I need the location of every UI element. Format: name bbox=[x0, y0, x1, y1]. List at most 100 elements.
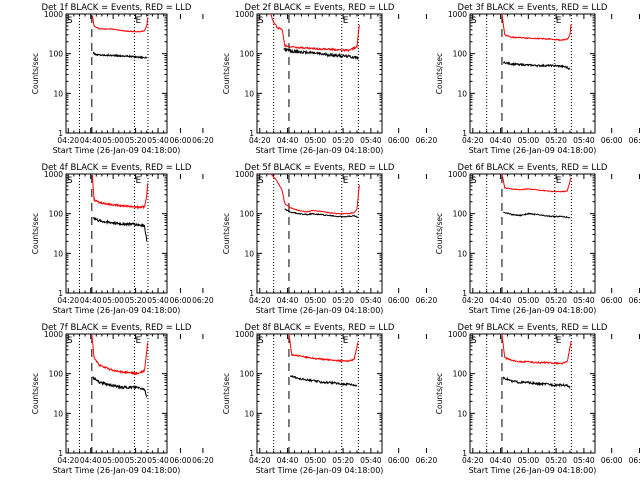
marker-label-e: E bbox=[135, 176, 141, 186]
chart-title: Det 4f BLACK = Events, RED = LLD bbox=[42, 163, 192, 173]
x-tick-label: 05:20 bbox=[125, 136, 147, 145]
chart-panel-det-5: Det 5f BLACK = Events, RED = LLD 1 10 100 10… bbox=[222, 163, 437, 315]
series-line-events bbox=[92, 216, 148, 242]
x-tick-label: 04:40 bbox=[80, 296, 102, 305]
x-axis-label: Start Time (26-Jan-09 04:18:00) bbox=[469, 306, 597, 315]
y-axis-label: Counts/sec bbox=[222, 213, 231, 254]
chart-panel-det-4: Det 4f BLACK = Events, RED = LLD 1 10 100 10… bbox=[31, 163, 214, 315]
y-tick-label: 100 bbox=[453, 210, 468, 219]
x-tick-label: 05:40 bbox=[573, 456, 595, 465]
y-tick-label: 1 bbox=[58, 129, 63, 138]
series-line-lld bbox=[91, 15, 149, 33]
y-axis-label: Counts/sec bbox=[31, 373, 40, 414]
x-tick-label: 06:20 bbox=[192, 456, 214, 465]
y-axis-label: Counts/sec bbox=[435, 373, 444, 414]
series-line-events bbox=[289, 374, 358, 387]
y-tick-label: 1000 bbox=[448, 10, 467, 19]
x-tick-label: 05:40 bbox=[573, 296, 595, 305]
marker-label-s: S bbox=[258, 176, 264, 186]
x-tick-label: 06:00 bbox=[388, 136, 410, 145]
x-tick-label: 06:00 bbox=[601, 456, 623, 465]
x-tick-label: 05:20 bbox=[545, 296, 567, 305]
series-line-lld bbox=[270, 173, 360, 215]
x-tick-label: 05:20 bbox=[125, 296, 147, 305]
y-tick-label: 10 bbox=[53, 249, 63, 258]
plot-frame bbox=[65, 333, 168, 454]
y-tick-label: 10 bbox=[244, 409, 254, 418]
plot-frame bbox=[469, 173, 596, 294]
marker-label-e: E bbox=[556, 176, 562, 186]
series-line-events bbox=[284, 208, 359, 218]
y-tick-label: 100 bbox=[453, 370, 468, 379]
series-line-lld bbox=[288, 333, 359, 363]
y-tick-label: 10 bbox=[457, 249, 467, 258]
x-tick-label: 06:20 bbox=[192, 136, 214, 145]
marker-label-s: S bbox=[67, 16, 73, 26]
x-tick-label: 05:20 bbox=[332, 136, 354, 145]
x-tick-label: 04:40 bbox=[490, 456, 512, 465]
x-tick-label: 04:40 bbox=[277, 296, 299, 305]
series-line-lld bbox=[91, 334, 149, 376]
marker-label-s: S bbox=[258, 336, 264, 346]
series-line-lld bbox=[501, 173, 572, 193]
y-tick-label: 1000 bbox=[448, 330, 467, 339]
y-tick-label: 1 bbox=[58, 449, 63, 458]
y-tick-label: 10 bbox=[244, 249, 254, 258]
series-line-events bbox=[92, 376, 148, 398]
x-tick-label: 06:00 bbox=[170, 456, 192, 465]
y-tick-label: 1 bbox=[462, 449, 467, 458]
x-tick-label: 04:20 bbox=[462, 296, 484, 305]
y-tick-label: 100 bbox=[453, 50, 468, 59]
x-tick-label: 05:00 bbox=[518, 296, 540, 305]
x-tick-label: 05:40 bbox=[147, 296, 169, 305]
x-tick-label: 05:00 bbox=[102, 456, 124, 465]
x-tick-label: 04:20 bbox=[57, 296, 79, 305]
plot-frame bbox=[256, 333, 383, 454]
x-tick-label: 04:40 bbox=[490, 136, 512, 145]
chart-panel-det-6: Det 6f BLACK = Events, RED = LLD 1 10 100 10… bbox=[435, 163, 640, 315]
marker-label-s: S bbox=[258, 16, 264, 26]
x-tick-label: 05:20 bbox=[545, 136, 567, 145]
y-axis-label: Counts/sec bbox=[435, 213, 444, 254]
x-tick-label: 05:00 bbox=[305, 456, 327, 465]
x-tick-label: 06:20 bbox=[629, 136, 640, 145]
x-axis-label: Start Time (26-Jan-09 04:18:00) bbox=[469, 466, 597, 475]
y-tick-label: 10 bbox=[457, 409, 467, 418]
chart-title: Det 7f BLACK = Events, RED = LLD bbox=[42, 323, 192, 333]
x-tick-label: 04:20 bbox=[249, 456, 271, 465]
marker-label-s: S bbox=[67, 176, 73, 186]
chart-title: Det 6f BLACK = Events, RED = LLD bbox=[458, 163, 608, 173]
y-axis-label: Counts/sec bbox=[31, 213, 40, 254]
x-axis-label: Start Time (26-Jan-09 04:18:00) bbox=[256, 466, 384, 475]
x-tick-label: 06:00 bbox=[388, 456, 410, 465]
x-tick-label: 04:40 bbox=[277, 456, 299, 465]
y-axis-label: Counts/sec bbox=[31, 53, 40, 94]
x-axis-label: Start Time (26-Jan-09 04:18:00) bbox=[53, 306, 181, 315]
x-tick-label: 04:40 bbox=[80, 136, 102, 145]
plot-frame bbox=[469, 333, 596, 454]
x-tick-label: 06:00 bbox=[601, 296, 623, 305]
x-tick-label: 05:20 bbox=[332, 296, 354, 305]
x-tick-label: 04:20 bbox=[57, 456, 79, 465]
x-tick-label: 04:40 bbox=[277, 136, 299, 145]
marker-label-e: E bbox=[343, 336, 349, 346]
x-tick-label: 05:00 bbox=[102, 296, 124, 305]
chart-panel-det-1: Det 1f BLACK = Events, RED = LLD 1 10 100 10… bbox=[31, 3, 214, 155]
y-tick-label: 1 bbox=[462, 129, 467, 138]
y-tick-label: 1 bbox=[249, 449, 254, 458]
chart-panel-det-3: Det 3f BLACK = Events, RED = LLD 1 10 100 10… bbox=[435, 3, 640, 155]
x-tick-label: 06:20 bbox=[416, 456, 438, 465]
marker-label-s: S bbox=[471, 16, 477, 26]
chart-title: Det 9f BLACK = Events, RED = LLD bbox=[458, 323, 608, 333]
x-tick-label: 05:00 bbox=[305, 296, 327, 305]
x-tick-label: 05:40 bbox=[360, 296, 382, 305]
y-tick-label: 100 bbox=[49, 50, 64, 59]
x-tick-label: 06:20 bbox=[629, 296, 640, 305]
x-tick-label: 04:40 bbox=[80, 456, 102, 465]
y-tick-label: 10 bbox=[457, 89, 467, 98]
y-tick-label: 1 bbox=[58, 289, 63, 298]
series-line-lld bbox=[501, 13, 572, 42]
chart-panel-det-7: Det 7f BLACK = Events, RED = LLD 1 10 100 10… bbox=[31, 323, 214, 475]
chart-panel-det-2: Det 2f BLACK = Events, RED = LLD 1 10 100 10… bbox=[222, 3, 437, 155]
chart-panel-det-8: Det 8f BLACK = Events, RED = LLD 1 10 100 10… bbox=[222, 323, 437, 475]
